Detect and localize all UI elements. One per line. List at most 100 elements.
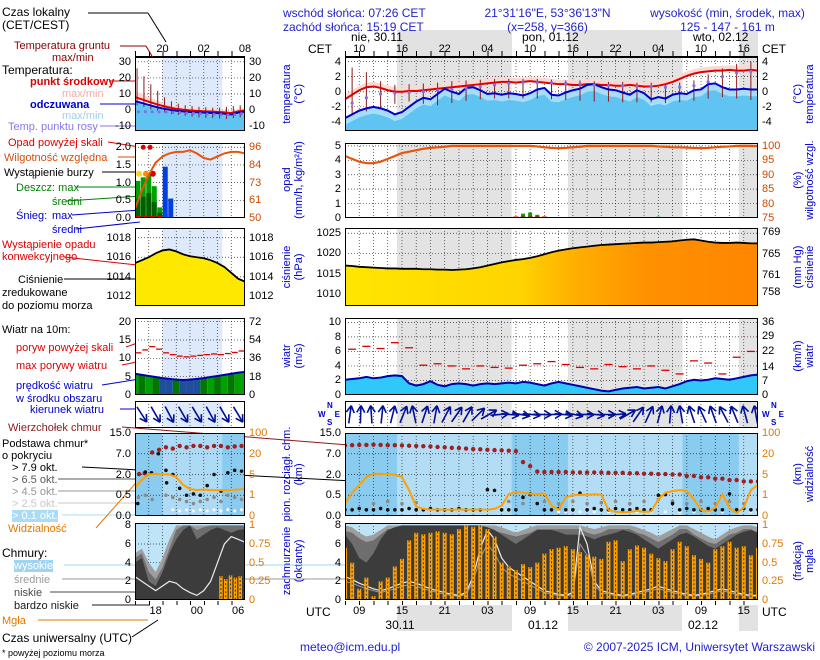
legend-mpw: max porywy wiatru [16, 360, 108, 372]
chart-c [345, 433, 758, 516]
axis-tick: 1016 [106, 251, 131, 264]
legend-tt: Temperatura: [2, 63, 73, 77]
axis-tick: 4 [334, 359, 341, 372]
legend-snm: max [52, 210, 73, 222]
axis-tick: 1.5 [115, 158, 131, 171]
night-band [568, 605, 682, 631]
legend-ch: Chmury: [2, 546, 48, 560]
axis-tick: 0 [249, 510, 256, 522]
axis-tick: 10 [249, 88, 262, 100]
axis-tick: 5 [124, 370, 131, 383]
day-label-2: pon, 01.12 [522, 30, 579, 44]
axis-tick: 2.0 [325, 468, 341, 481]
legend-pc1: Podstawa chmur* [2, 438, 89, 450]
axis-tick: 18 [249, 370, 262, 383]
legend-ops: Opad powyżej skali [8, 137, 103, 149]
axis-tick: 0.0 [115, 510, 131, 522]
chart-p [345, 228, 758, 306]
night-band [397, 605, 512, 631]
chart-t [345, 57, 758, 131]
axis-title-cloudext-left: pion. rozciągł. chm. (km) [281, 426, 305, 522]
chart-mt [135, 57, 245, 131]
axis-tick: 2 [762, 70, 769, 83]
axis-tick: 1025 [316, 227, 341, 240]
legend-chs: średnie [14, 574, 51, 586]
axis-tick: 1 [762, 489, 769, 502]
axis-tick: 8 [334, 330, 341, 343]
axis-tick: 0 [124, 389, 131, 401]
chart-mw [135, 318, 245, 395]
axis-tick: 75 [762, 212, 775, 224]
axis-tick: 61 [249, 194, 262, 207]
legend-wb: Wystąpienie burzy [4, 167, 94, 179]
utc-label-left: UTC [306, 605, 331, 619]
legend-dm: Deszcz: max [16, 182, 79, 194]
legend-chw: wysokie [14, 560, 54, 572]
axis-tick: 06 [232, 605, 245, 617]
axis-tick: 30 [118, 55, 131, 68]
axis-title-humidity-right: (%) wilgotność wzgl. [792, 140, 816, 220]
axis-tick: 1 [762, 519, 769, 532]
ruler-main-bottom [345, 601, 758, 605]
legend-ok1: Wystąpienie opadu [2, 239, 96, 251]
legend-cz1: Czas lokalny [2, 5, 71, 19]
axis-tick: 0.0 [325, 510, 341, 522]
axis-tick: 0.25 [762, 575, 784, 588]
axis-tick: 84 [249, 158, 262, 171]
axis-tick: 20 [249, 71, 262, 84]
axis-tick: 0.5 [115, 489, 131, 502]
chart-mp [135, 228, 245, 306]
legend-psm: max/min [62, 88, 104, 100]
axis-title-temperature-left: temperatura (°C) [281, 64, 305, 124]
axis-tick: -10 [249, 120, 265, 133]
axis-tick: 0 [124, 594, 131, 606]
coordinates-text: 21°31'16"E, 53°36'13"N [484, 6, 611, 20]
axis-tick: -2 [762, 100, 772, 113]
legend-pw1: prędkość wiatru [16, 380, 94, 392]
ruler-main-top [345, 51, 758, 57]
axis-tick: 96 [249, 141, 262, 154]
chart-o [345, 143, 758, 218]
axis-tick: 15.0 [109, 427, 131, 439]
legend-o25: > 2.5 okt. [12, 498, 58, 510]
legend-o45: > 4.5 okt. [12, 486, 58, 498]
axis-tick: 4 [334, 154, 341, 167]
axis-tick: 0 [124, 104, 131, 117]
axis-tick: 0 [334, 389, 341, 401]
legend-ci1: Ciśnienie [18, 274, 64, 286]
grid-xy-text: (x=258, y=366) [507, 20, 588, 34]
legend-tr: Temp. punktu rosy [8, 121, 98, 133]
axis-tick: 0.25 [249, 575, 271, 588]
axis-tick: 0.0 [115, 212, 131, 224]
axis-tick: 1018 [106, 231, 131, 244]
night-band [739, 605, 758, 631]
axis-tick: 2 [334, 183, 341, 196]
chart-mo [135, 143, 245, 218]
axis-tick: 95 [762, 154, 775, 167]
axis-tick: 0.5 [249, 556, 265, 569]
axis-tick: 0 [334, 85, 341, 98]
contact-email-link[interactable]: meteo@icm.edu.pl [300, 640, 401, 654]
axis-tick: -2 [331, 100, 341, 113]
axis-tick: 1020 [316, 247, 341, 260]
axis-tick: -10 [115, 120, 131, 133]
axis-tick: 761 [762, 269, 781, 282]
legend-ds: średni [52, 196, 82, 208]
sunset-text: zachód słońca: 15:19 CET [283, 20, 424, 34]
axis-tick: 1015 [316, 267, 341, 280]
legend-odm: max/min [62, 110, 104, 122]
axis-tick: 6 [334, 538, 341, 550]
cet-label-right: CET [762, 42, 786, 56]
axis-tick: 85 [762, 183, 775, 196]
legend-ok2: konwekcyjnego [2, 251, 78, 263]
axis-tick: 1016 [249, 251, 274, 264]
axis-tick: 765 [762, 247, 781, 260]
axis-tick: 7.0 [325, 447, 341, 460]
legend-tg1: Temperatura gruntu [14, 40, 110, 52]
legend-od: odczuwana [30, 99, 90, 111]
